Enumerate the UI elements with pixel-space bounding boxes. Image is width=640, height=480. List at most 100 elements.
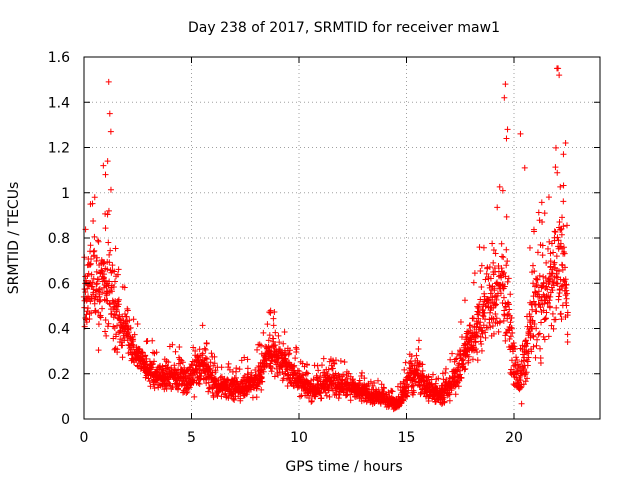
data-point (99, 289, 106, 296)
data-point (199, 350, 206, 357)
data-point (209, 389, 216, 396)
y-tick-label: 0.8 (48, 231, 70, 247)
data-point (191, 393, 198, 400)
data-point (211, 360, 218, 367)
data-point (86, 316, 93, 323)
data-point (199, 322, 206, 329)
data-point (416, 360, 423, 367)
data-point (95, 276, 102, 283)
data-point (347, 391, 354, 398)
data-point (277, 346, 284, 353)
data-point (439, 395, 446, 402)
data-point (119, 342, 126, 349)
data-point (419, 361, 426, 368)
data-point (105, 207, 112, 214)
data-point (457, 319, 464, 326)
data-point (310, 376, 317, 383)
data-point (449, 350, 456, 357)
data-point (165, 379, 172, 386)
data-point (255, 380, 262, 387)
data-point (131, 331, 138, 338)
data-point (95, 238, 102, 245)
data-point (91, 300, 98, 307)
data-point (257, 369, 264, 376)
data-point (110, 283, 117, 290)
data-point (281, 328, 288, 335)
x-tick-label: 0 (80, 430, 89, 446)
data-point (252, 367, 259, 374)
data-point (262, 357, 269, 364)
data-point (109, 262, 116, 269)
data-point (94, 254, 101, 261)
data-point (87, 242, 94, 249)
data-point (280, 340, 287, 347)
data-point (196, 346, 203, 353)
x-tick-label: 10 (290, 430, 308, 446)
data-point (306, 394, 313, 401)
data-point (195, 380, 202, 387)
data-point (271, 373, 278, 380)
chart-title: Day 238 of 2017, SRMTID for receiver maw… (188, 20, 500, 36)
data-point (319, 362, 326, 369)
data-point (113, 307, 120, 314)
data-point (146, 378, 153, 385)
data-point (400, 396, 407, 403)
data-point (91, 247, 98, 254)
y-tick-label: 1 (61, 186, 70, 202)
data-point (389, 388, 396, 395)
data-point (259, 378, 266, 385)
data-point (96, 313, 103, 320)
data-point (88, 255, 95, 262)
data-point (153, 349, 160, 356)
data-point (84, 285, 91, 292)
data-point (231, 389, 238, 396)
data-point (369, 382, 376, 389)
data-point (286, 350, 293, 357)
data-point (265, 337, 272, 344)
data-point (290, 364, 297, 371)
data-point (367, 378, 374, 385)
data-point (200, 362, 207, 369)
data-point (331, 360, 338, 367)
data-point (119, 354, 126, 361)
data-point (336, 391, 343, 398)
data-point (203, 340, 210, 347)
data-point (178, 381, 185, 388)
data-point (292, 355, 299, 362)
data-point (202, 346, 209, 353)
data-point (233, 374, 240, 381)
data-point (332, 357, 339, 364)
data-point (114, 322, 121, 329)
data-point (283, 365, 290, 372)
data-point (149, 361, 156, 368)
data-point (317, 373, 324, 380)
data-point (95, 321, 102, 328)
x-tick-label: 5 (187, 430, 196, 446)
data-point (258, 386, 265, 393)
data-point (124, 307, 131, 314)
data-point (95, 347, 102, 354)
data-point (267, 309, 274, 316)
data-point (203, 356, 210, 363)
data-point (114, 346, 121, 353)
data-point (296, 368, 303, 375)
data-point (127, 324, 134, 331)
y-tick-label: 0.4 (48, 322, 70, 338)
data-point (218, 364, 225, 371)
data-point (276, 339, 283, 346)
data-point (201, 345, 208, 352)
data-point (361, 375, 368, 382)
data-point (89, 279, 96, 286)
data-point (272, 329, 279, 336)
data-point (106, 259, 113, 266)
data-point (104, 323, 111, 330)
data-point (415, 337, 422, 344)
data-point (304, 370, 311, 377)
data-point (401, 366, 408, 373)
data-point (441, 398, 448, 405)
data-point (211, 353, 218, 360)
data-point (93, 268, 100, 275)
data-point (345, 370, 352, 377)
data-point (358, 373, 365, 380)
data-point (208, 350, 215, 357)
